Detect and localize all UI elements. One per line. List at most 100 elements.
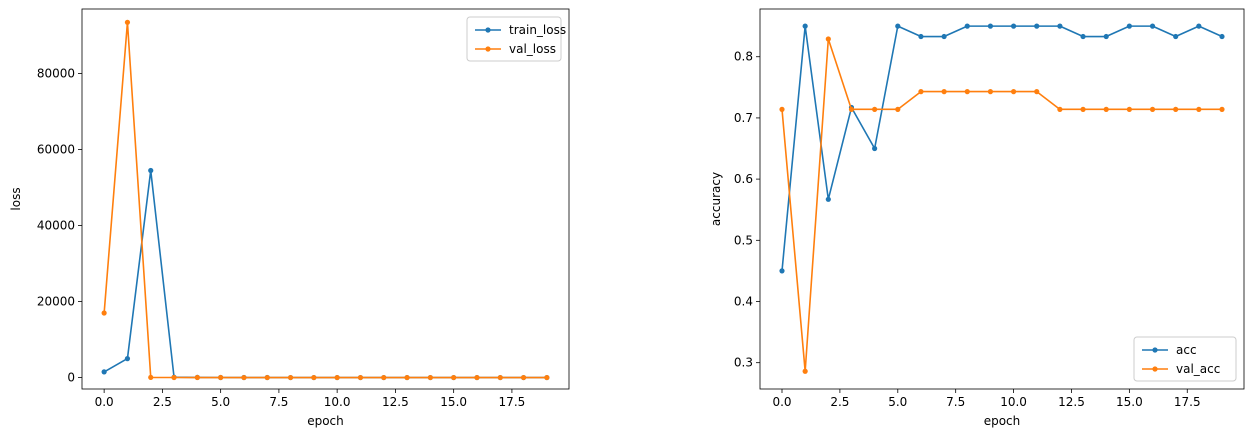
accuracy-point-val_acc bbox=[1173, 106, 1179, 112]
accuracy-xtick-label: 17.5 bbox=[1174, 395, 1201, 409]
loss-point-val_loss bbox=[427, 374, 433, 381]
loss-ytick-label: 20000 bbox=[37, 295, 75, 309]
accuracy-point-acc bbox=[779, 268, 785, 274]
loss-xtick-label: 17.5 bbox=[499, 395, 526, 409]
accuracy-point-val_acc bbox=[1057, 106, 1063, 112]
accuracy-point-acc bbox=[1034, 23, 1040, 29]
loss-xtick-label: 2.5 bbox=[153, 395, 172, 409]
accuracy-point-acc bbox=[1126, 23, 1132, 29]
accuracy-y-axis-label: accuracy bbox=[709, 172, 723, 226]
accuracy-xtick-label: 10.0 bbox=[1000, 395, 1027, 409]
loss-point-train_loss bbox=[101, 369, 107, 375]
accuracy-axes-frame bbox=[759, 8, 1245, 390]
accuracy-point-acc bbox=[895, 23, 901, 29]
accuracy-point-acc bbox=[872, 145, 878, 152]
accuracy-xtick-label: 12.5 bbox=[1058, 395, 1085, 409]
accuracy-point-val_acc bbox=[1196, 106, 1202, 112]
accuracy-point-val_acc bbox=[1103, 106, 1109, 112]
loss-point-val_loss bbox=[357, 374, 364, 381]
accuracy-point-acc bbox=[964, 23, 970, 29]
loss-xtick-label: 7.5 bbox=[269, 395, 288, 409]
accuracy-point-val_acc bbox=[1010, 89, 1017, 95]
loss-legend-marker-train_loss bbox=[485, 27, 491, 33]
accuracy-series-line-val_acc bbox=[781, 38, 1222, 373]
loss-point-val_loss bbox=[497, 374, 503, 381]
accuracy-series-line-acc bbox=[781, 25, 1223, 271]
accuracy-point-val_acc bbox=[941, 89, 947, 95]
accuracy-legend: acc val_acc bbox=[1133, 336, 1237, 382]
accuracy-point-acc bbox=[1080, 33, 1086, 40]
accuracy-legend-label-acc: acc bbox=[1176, 343, 1197, 357]
accuracy-xtick-label: 0.0 bbox=[772, 395, 791, 409]
accuracy-chart: 0.0 2.5 5.0 7.5 10.0 12.5 15.0 17.5 0.3 0.4 0.5 0.6… bbox=[709, 8, 1245, 428]
accuracy-point-val_acc bbox=[825, 36, 831, 42]
accuracy-x-axis-label: epoch bbox=[984, 414, 1021, 428]
accuracy-xtick-label: 7.5 bbox=[946, 395, 965, 409]
accuracy-xtick-label: 5.0 bbox=[888, 395, 907, 409]
accuracy-point-acc bbox=[825, 196, 831, 202]
loss-xtick-label: 5.0 bbox=[211, 395, 230, 409]
loss-series-line-train_loss bbox=[103, 169, 547, 379]
accuracy-ytick-label: 0.5 bbox=[734, 233, 753, 247]
accuracy-point-val_acc bbox=[987, 89, 994, 95]
loss-legend-label-val_loss: val_loss bbox=[509, 42, 556, 56]
loss-ytick-label: 0 bbox=[67, 371, 75, 385]
loss-point-val_loss bbox=[474, 374, 480, 381]
loss-legend-label-train_loss: train_loss bbox=[509, 23, 566, 37]
accuracy-ytick-label: 0.3 bbox=[734, 356, 753, 370]
loss-xtick-label: 10.0 bbox=[324, 395, 351, 409]
accuracy-xtick-label: 15.0 bbox=[1116, 395, 1143, 409]
accuracy-point-val_acc bbox=[802, 368, 808, 374]
loss-point-val_loss bbox=[171, 374, 177, 381]
loss-series-line-val_loss bbox=[103, 21, 547, 379]
accuracy-point-val_acc bbox=[1034, 89, 1040, 95]
accuracy-point-acc bbox=[918, 33, 924, 40]
accuracy-point-acc bbox=[1057, 23, 1063, 29]
accuracy-legend-box bbox=[1133, 336, 1237, 382]
accuracy-ytick-label: 0.8 bbox=[734, 50, 753, 64]
accuracy-ytick-label: 0.6 bbox=[734, 172, 753, 186]
loss-x-axis-label: epoch bbox=[307, 414, 344, 428]
accuracy-point-acc bbox=[941, 33, 947, 40]
loss-xtick-label: 0.0 bbox=[95, 395, 114, 409]
accuracy-point-acc bbox=[1173, 33, 1179, 40]
loss-point-val_loss bbox=[520, 374, 527, 381]
loss-ytick-label: 80000 bbox=[37, 67, 75, 81]
loss-point-train_loss bbox=[124, 356, 131, 362]
loss-point-val_loss bbox=[241, 374, 247, 381]
accuracy-legend-label-val_acc: val_acc bbox=[1176, 362, 1220, 376]
loss-legend: train_loss val_loss bbox=[466, 16, 566, 62]
loss-chart: 0.0 2.5 5.0 7.5 10.0 12.5 15.0 17.5 0 20000 40000 6… bbox=[9, 8, 570, 428]
accuracy-point-val_acc bbox=[779, 106, 785, 112]
accuracy-point-val_acc bbox=[895, 106, 901, 112]
accuracy-point-val_acc bbox=[964, 89, 970, 95]
accuracy-point-val_acc bbox=[872, 106, 878, 112]
loss-point-val_loss bbox=[194, 374, 200, 381]
accuracy-point-val_acc bbox=[1080, 106, 1086, 112]
accuracy-point-acc bbox=[1149, 23, 1156, 29]
accuracy-legend-marker-val_acc bbox=[1152, 366, 1158, 372]
accuracy-point-acc bbox=[1103, 33, 1109, 40]
loss-xtick-label: 12.5 bbox=[382, 395, 409, 409]
loss-legend-box bbox=[466, 16, 562, 62]
loss-legend-marker-val_loss bbox=[485, 46, 491, 52]
loss-ytick-label: 40000 bbox=[37, 219, 75, 233]
loss-point-val_loss bbox=[451, 374, 457, 381]
loss-y-axis-label: loss bbox=[9, 187, 23, 210]
loss-ytick-label: 60000 bbox=[37, 143, 75, 157]
accuracy-point-val_acc bbox=[918, 89, 924, 95]
accuracy-point-val_acc bbox=[1149, 106, 1156, 112]
accuracy-point-val_acc bbox=[848, 106, 855, 112]
loss-point-train_loss bbox=[148, 167, 154, 174]
loss-axes-frame bbox=[81, 8, 570, 390]
loss-point-val_loss bbox=[101, 310, 107, 316]
loss-point-val_loss bbox=[148, 374, 154, 381]
loss-point-val_loss bbox=[287, 374, 294, 381]
loss-point-val_loss bbox=[264, 374, 270, 381]
accuracy-ytick-label: 0.4 bbox=[734, 294, 753, 308]
accuracy-legend-marker-acc bbox=[1152, 347, 1158, 353]
accuracy-ytick-label: 0.7 bbox=[734, 111, 753, 125]
accuracy-point-acc bbox=[802, 23, 808, 29]
accuracy-point-acc bbox=[987, 23, 994, 29]
